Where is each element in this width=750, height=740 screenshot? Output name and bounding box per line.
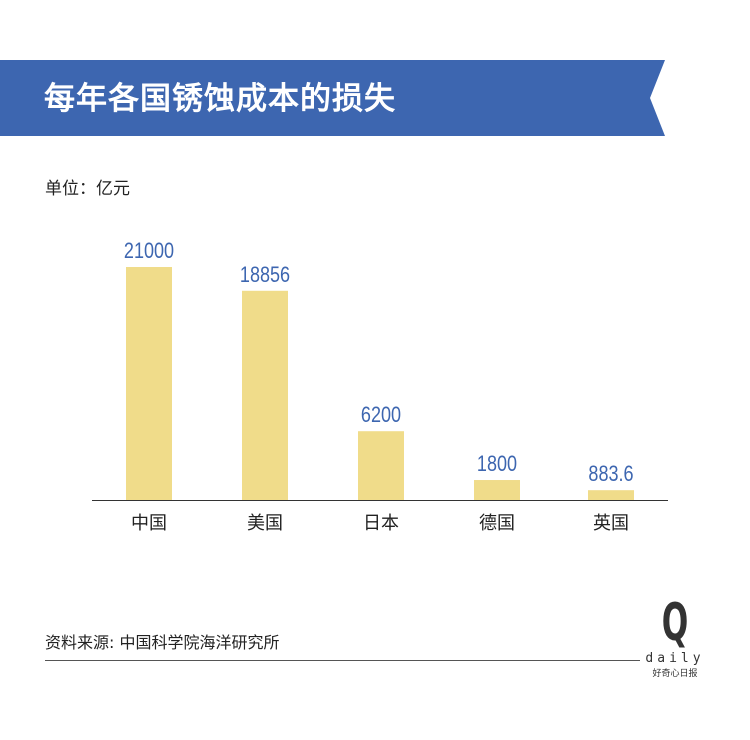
qdaily-logo: Q daily 好奇心日报 — [640, 597, 710, 679]
category-label: 日本 — [363, 513, 399, 534]
data-label: 883.6 — [588, 463, 633, 487]
source-note: 资料来源: 中国科学院海洋研究所 — [45, 633, 280, 652]
category-label: 英国 — [593, 513, 629, 534]
category-label: 中国 — [131, 513, 167, 534]
bar — [242, 290, 288, 500]
bar — [474, 480, 520, 500]
bar — [358, 431, 404, 500]
data-label: 6200 — [361, 404, 401, 428]
unit-label: 单位：亿元 — [45, 179, 130, 199]
category-label: 德国 — [479, 513, 515, 534]
data-label: 21000 — [124, 239, 174, 263]
logo-mark: Q — [661, 593, 689, 653]
bar-chart: 21000 中国 18856 美国 6200 日本 1800 德国 883.6 英国 — [92, 239, 668, 534]
data-label: 18856 — [240, 263, 290, 287]
data-label: 1800 — [477, 452, 517, 476]
bar — [126, 267, 172, 500]
logo-tagline: 好奇心日报 — [652, 669, 698, 679]
title-banner — [0, 60, 665, 136]
bar — [588, 490, 634, 500]
logo-word: daily — [645, 651, 705, 666]
source-divider — [45, 660, 640, 661]
page-title: 每年各国锈蚀成本的损失 — [44, 81, 396, 117]
category-label: 美国 — [247, 513, 283, 534]
